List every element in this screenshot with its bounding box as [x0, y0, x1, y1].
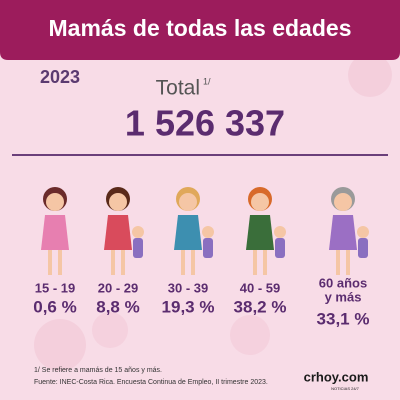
child-head: [357, 226, 369, 238]
body: [246, 215, 274, 250]
brand-logo: crhoy.com: [304, 369, 369, 384]
head: [109, 193, 127, 211]
child-head: [202, 226, 214, 238]
mother-illustration: [104, 187, 144, 275]
leg: [253, 250, 257, 275]
child-head: [274, 226, 286, 238]
age-range: 15 - 19: [35, 280, 75, 295]
mother-illustration: [41, 187, 69, 275]
total-note: 1/: [203, 76, 211, 86]
share: 0,6 %: [33, 297, 76, 316]
decor-flower: [348, 53, 392, 97]
total-label: Total: [156, 77, 200, 100]
share: 8,8 %: [96, 297, 139, 316]
age-range: 60 años: [319, 275, 367, 290]
decor-flower: [92, 312, 128, 348]
child-body: [358, 238, 368, 258]
child-body: [133, 238, 143, 258]
child-body: [203, 238, 213, 258]
leg: [336, 250, 340, 275]
decor-flower: [230, 315, 270, 355]
child-head: [132, 226, 144, 238]
leg: [111, 250, 115, 275]
body: [104, 215, 132, 250]
source: Fuente: INEC-Costa Rica. Encuesta Contin…: [34, 379, 268, 386]
head: [251, 193, 269, 211]
brand-tagline: NOTICIAS 24/7: [331, 386, 360, 391]
leg: [181, 250, 185, 275]
age-groups: 15 - 19 0,6 % 20 - 29 8,8 % 30 - 39 19,3 % 40 …: [33, 187, 369, 328]
head: [179, 193, 197, 211]
age-range: 20 - 29: [98, 280, 138, 295]
age-range: 30 - 39: [168, 280, 208, 295]
age-range: 40 - 59: [240, 280, 280, 295]
share: 19,3 %: [162, 297, 215, 316]
head: [334, 193, 352, 211]
title-banner: [0, 0, 400, 60]
total-value: 1 526 337: [125, 103, 285, 144]
share: 38,2 %: [234, 297, 287, 316]
decor-flower: [34, 319, 86, 371]
child-body: [275, 238, 285, 258]
leg: [191, 250, 195, 275]
body: [174, 215, 202, 250]
mother-illustration: [174, 187, 214, 275]
body: [41, 215, 69, 250]
mother-illustration: [246, 187, 286, 275]
title: Mamás de todas las edades: [49, 15, 352, 41]
leg: [121, 250, 125, 275]
year: 2023: [40, 67, 80, 87]
share: 33,1 %: [317, 309, 370, 328]
age-range: y más: [325, 289, 362, 304]
leg: [346, 250, 350, 275]
body: [329, 215, 357, 250]
leg: [48, 250, 52, 275]
footnote: 1/ Se refiere a mamás de 15 años y más.: [34, 367, 162, 374]
head: [46, 193, 64, 211]
leg: [58, 250, 62, 275]
leg: [263, 250, 267, 275]
mother-illustration: [329, 187, 369, 275]
